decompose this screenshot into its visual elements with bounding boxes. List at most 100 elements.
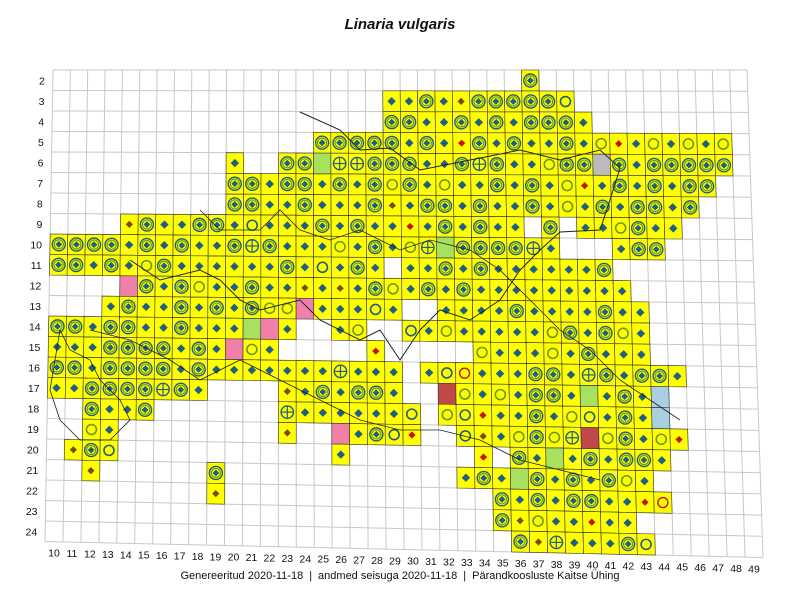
combined-outer-ring xyxy=(245,197,260,212)
combined-diamond xyxy=(686,203,694,211)
combined-diamond xyxy=(621,414,629,421)
combined-outer-ring xyxy=(437,219,453,234)
combined-outer-ring xyxy=(51,257,66,273)
column-label: 40 xyxy=(587,560,599,572)
combined-diamond xyxy=(142,282,150,290)
combined-inner-ring xyxy=(369,179,380,190)
combined-diamond xyxy=(405,118,413,126)
combined-inner-ring xyxy=(561,138,572,149)
blue-diamond-marker xyxy=(318,408,328,417)
combined-diamond xyxy=(371,201,379,209)
blue-diamond-marker xyxy=(638,392,647,401)
blue-diamond-marker xyxy=(493,222,503,232)
combined-outer-ring xyxy=(315,384,331,400)
blue-diamond-marker xyxy=(88,322,98,331)
green-ring-marker xyxy=(459,388,471,400)
green-ring-marker xyxy=(352,324,364,336)
blue-diamond-marker xyxy=(605,497,614,506)
combined-inner-ring xyxy=(334,137,345,148)
combined-outer-ring xyxy=(530,471,545,487)
society-name: Pärandkoosluste Kaitse Ühing xyxy=(472,570,620,582)
combined-inner-ring xyxy=(718,160,730,171)
green-ring-marker xyxy=(682,138,695,150)
blue-ring-marker xyxy=(441,367,453,379)
combined-diamond xyxy=(143,241,151,249)
combined-outer-ring xyxy=(682,179,697,194)
combined-outer-ring xyxy=(314,135,330,150)
blue-diamond-marker xyxy=(495,327,504,336)
combined-inner-ring xyxy=(475,263,487,275)
blue-diamond-marker xyxy=(666,139,676,149)
combined-diamond xyxy=(354,264,362,272)
blue-diamond-marker xyxy=(529,286,539,295)
combined-inner-ring xyxy=(633,244,644,255)
brown-diamond-marker xyxy=(336,284,344,292)
combined-outer-ring xyxy=(546,388,561,403)
combined-inner-ring xyxy=(386,116,397,128)
combined-outer-ring xyxy=(384,156,400,171)
green-ring-marker xyxy=(512,431,525,443)
green-ring-marker xyxy=(440,325,453,337)
green-ring-marker xyxy=(614,222,627,234)
blue-diamond-marker xyxy=(440,138,449,148)
combined-outer-ring xyxy=(297,156,312,171)
combined-inner-ring xyxy=(578,159,590,170)
blue-diamond-marker xyxy=(141,302,151,312)
blue-diamond-marker xyxy=(230,220,239,230)
combined-diamond xyxy=(195,365,203,373)
combined-diamond xyxy=(457,118,465,126)
combined-diamond xyxy=(480,474,488,482)
blue-diamond-marker xyxy=(335,200,345,210)
combined-inner-ring xyxy=(421,137,432,149)
blue-diamond-marker xyxy=(354,409,363,418)
combined-inner-ring xyxy=(701,181,713,192)
combined-diamond xyxy=(124,323,132,331)
combined-inner-ring xyxy=(440,263,451,274)
combined-inner-ring xyxy=(85,444,97,456)
red-diamond-marker xyxy=(479,453,488,461)
blue-diamond-marker xyxy=(370,221,380,231)
green-ring-marker xyxy=(494,388,507,401)
grid-cell xyxy=(401,236,420,259)
column-label: 14 xyxy=(120,549,132,561)
combined-diamond xyxy=(388,139,396,147)
combined-outer-ring xyxy=(595,199,610,215)
grid-cell xyxy=(543,342,563,365)
combined-diamond xyxy=(529,202,536,210)
combined-diamond xyxy=(107,323,114,331)
combined-diamond xyxy=(178,241,186,249)
blue-ring-marker xyxy=(405,324,417,337)
blue-diamond-marker xyxy=(568,454,577,463)
combined-outer-ring xyxy=(84,381,100,396)
grid-cell xyxy=(580,427,600,450)
combined-diamond xyxy=(424,202,431,210)
row-label: 6 xyxy=(38,157,44,169)
green-ring-marker xyxy=(193,281,205,293)
combined-outer-ring xyxy=(402,177,417,192)
blue-diamond-marker xyxy=(640,476,649,486)
blue-diamond-marker xyxy=(636,308,645,317)
red-diamond-marker xyxy=(406,222,414,231)
combined-inner-ring xyxy=(475,242,486,254)
blue-diamond-marker xyxy=(88,343,97,352)
combined-inner-ring xyxy=(193,364,204,375)
combined-outer-ring xyxy=(494,492,510,507)
blue-diamond-marker xyxy=(265,262,274,272)
combined-outer-ring xyxy=(350,218,365,234)
blue-diamond-marker xyxy=(389,367,398,377)
blue-diamond-marker xyxy=(547,265,556,274)
combined-inner-ring xyxy=(423,283,434,295)
blue-diamond-marker xyxy=(283,242,292,251)
combined-inner-ring xyxy=(490,96,502,107)
row-label: 22 xyxy=(26,485,38,497)
combined-diamond xyxy=(566,329,574,337)
blue-diamond-marker xyxy=(597,181,607,190)
combined-inner-ring xyxy=(632,201,643,213)
blue-diamond-marker xyxy=(514,411,523,421)
combined-outer-ring xyxy=(636,452,652,468)
combined-outer-ring xyxy=(102,360,118,376)
combined-inner-ring xyxy=(140,363,151,374)
combined-diamond xyxy=(213,221,221,229)
blue-diamond-marker xyxy=(475,180,484,190)
combined-outer-ring xyxy=(438,261,453,276)
